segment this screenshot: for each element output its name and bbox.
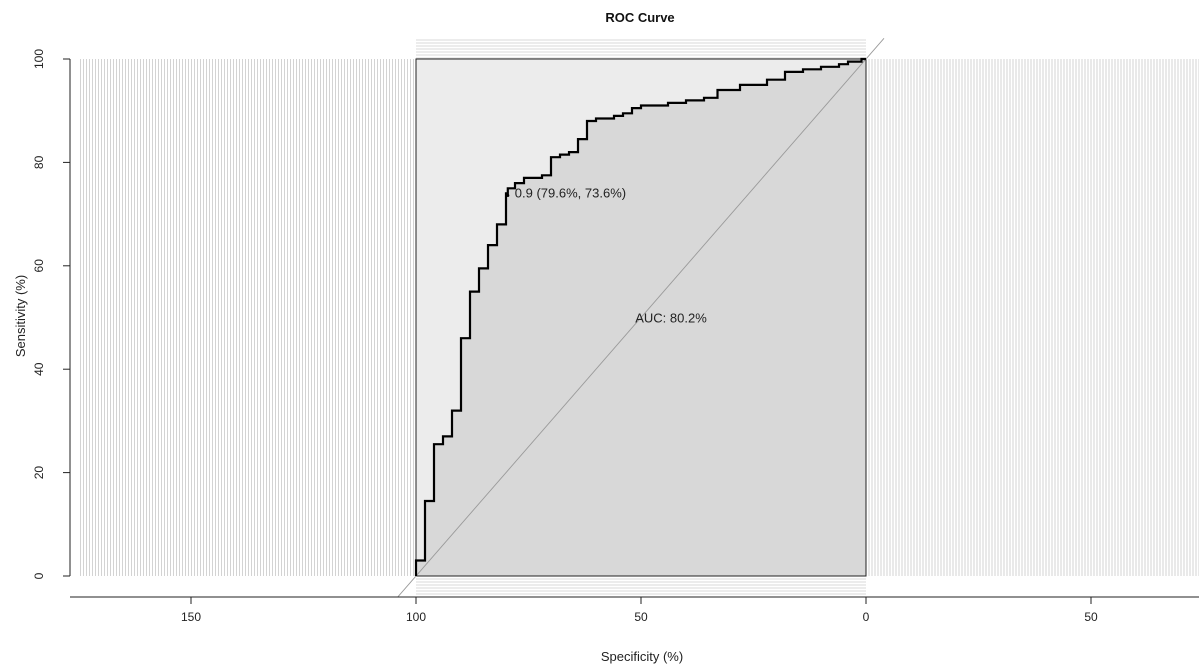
hatch-lines-horizontal bbox=[416, 39, 866, 595]
auc-annotation: AUC: 80.2% bbox=[635, 311, 707, 326]
threshold-point bbox=[506, 193, 510, 197]
chart-title: ROC Curve bbox=[605, 10, 674, 25]
roc-curve bbox=[414, 57, 866, 576]
y-tick-label: 0 bbox=[32, 572, 46, 579]
region-border bbox=[415, 58, 867, 577]
threshold-annotation: 0.9 (79.6%, 73.6%) bbox=[515, 185, 626, 200]
x-tick-label: 0 bbox=[863, 610, 870, 624]
y-axis-title: Sensitivity (%) bbox=[13, 275, 28, 357]
x-axis-title: Specificity (%) bbox=[601, 649, 683, 664]
hatched-background bbox=[80, 39, 1199, 595]
y-tick-label: 20 bbox=[32, 466, 46, 480]
x-axis-ticks: 150 100 50 0 50 bbox=[181, 597, 1098, 624]
y-tick-label: 40 bbox=[32, 362, 46, 376]
x-axis: 150 100 50 0 50 bbox=[70, 596, 1199, 624]
y-axis-ticks: 0 20 40 60 80 100 bbox=[32, 49, 70, 579]
diagonal-reference-line bbox=[397, 38, 885, 597]
plot-area bbox=[397, 38, 885, 597]
x-tick-label: 150 bbox=[181, 610, 201, 624]
y-tick-label: 60 bbox=[32, 259, 46, 273]
x-tick-label: 50 bbox=[634, 610, 648, 624]
y-axis: 0 20 40 60 80 100 bbox=[32, 49, 71, 579]
x-tick-label: 100 bbox=[406, 610, 426, 624]
y-tick-label: 80 bbox=[32, 155, 46, 169]
hatch-lines bbox=[80, 59, 1199, 576]
y-tick-label: 100 bbox=[32, 49, 46, 69]
x-tick-label: 50 bbox=[1084, 610, 1098, 624]
